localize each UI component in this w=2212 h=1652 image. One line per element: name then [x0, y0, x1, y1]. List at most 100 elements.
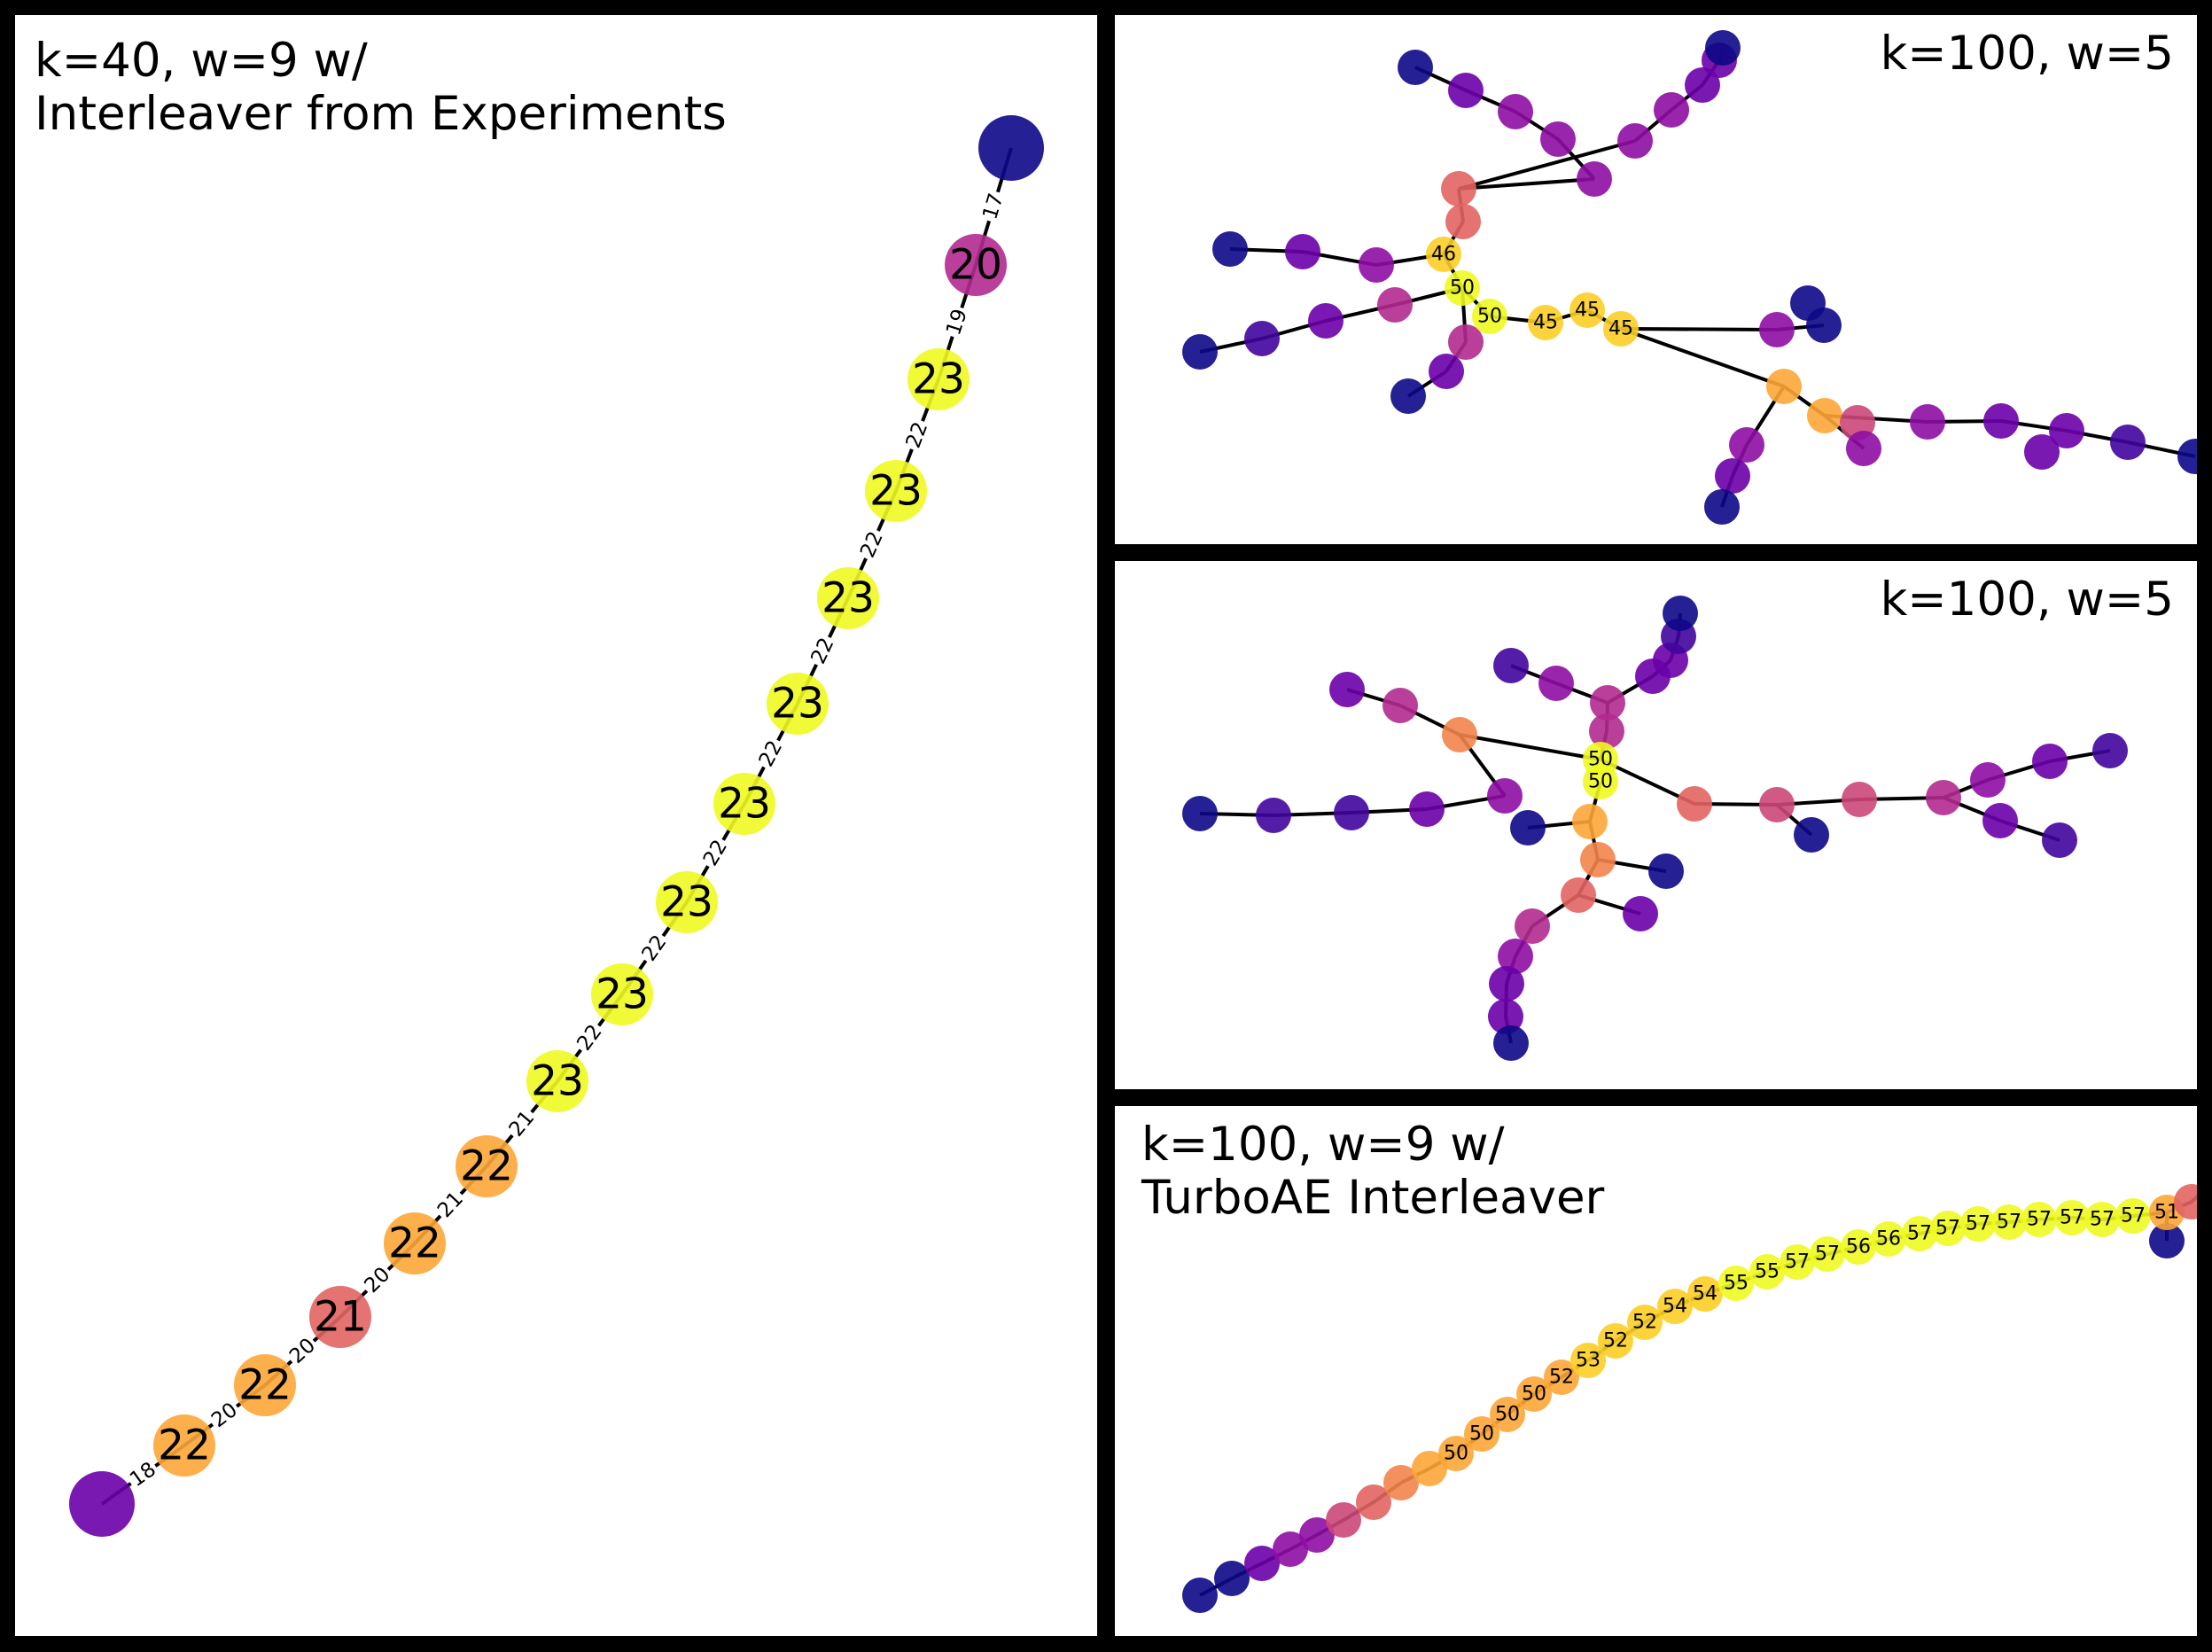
graph-node	[1448, 324, 1484, 360]
graph-node	[1528, 305, 1563, 340]
graph-node	[1273, 1531, 1308, 1567]
edge-label-bg	[806, 632, 840, 670]
node-label: 57	[2060, 1207, 2084, 1229]
graph-node	[1214, 1561, 1250, 1596]
graph-node	[1493, 648, 1529, 683]
graph-node	[2177, 439, 2197, 474]
graph-node	[1383, 1465, 1419, 1500]
graph-node	[1510, 810, 1546, 845]
edge-label-bg	[206, 1397, 244, 1434]
graph-node	[1308, 303, 1344, 339]
node-label: 20	[949, 241, 1002, 290]
panel-title: k=100, w=9 w/TurboAE Interleaver	[1141, 1118, 1604, 1225]
graph-node	[1982, 803, 2018, 838]
node-label: 55	[1724, 1273, 1749, 1295]
graph-node	[2032, 744, 2068, 779]
graph-node	[1334, 795, 1369, 830]
graph-node	[1654, 92, 1689, 128]
graph-node	[1780, 1244, 1815, 1280]
node-label: 57	[1785, 1251, 1810, 1274]
graph-node	[2149, 1223, 2185, 1258]
graph-node	[1685, 67, 1720, 103]
graph-node	[2049, 413, 2084, 448]
graph-node	[1807, 398, 1842, 433]
graph-node	[1991, 1204, 2027, 1240]
graph-node	[2110, 425, 2146, 460]
node-label: 23	[660, 878, 713, 927]
graph-node	[1377, 287, 1413, 323]
graph-node	[1442, 717, 1477, 752]
graph-node	[1657, 1289, 1693, 1324]
graph-node	[1515, 908, 1550, 944]
graph-node	[1677, 786, 1712, 822]
graph-node	[713, 773, 775, 835]
node-label: 23	[771, 680, 824, 729]
edge-label-bg	[358, 1261, 397, 1299]
graph-node	[69, 1471, 135, 1537]
graph-node	[1983, 403, 2019, 439]
node-label: 50	[1477, 306, 1502, 328]
node-label: 55	[1755, 1261, 1780, 1283]
panel-title-line: k=100, w=5	[1880, 573, 2174, 627]
graph-node	[1561, 877, 1596, 913]
node-label: 57	[2121, 1205, 2146, 1227]
edge-label-bg	[855, 526, 889, 564]
graph-node	[234, 1354, 296, 1416]
graph-node	[1648, 853, 1684, 889]
node-label: 50	[1469, 1423, 1494, 1446]
graph-node	[1930, 1211, 1966, 1246]
graph-node	[1244, 321, 1280, 356]
graph-node	[1445, 204, 1481, 239]
graph-node	[1472, 299, 1507, 334]
node-label: 22	[460, 1142, 513, 1191]
node-label: 57	[1966, 1213, 1990, 1235]
graph-node	[2021, 1202, 2057, 1237]
panel-title-line: k=40, w=9 w/	[35, 34, 368, 88]
edge-label-bg	[941, 304, 973, 340]
graph-node	[2054, 1200, 2090, 1235]
graph-node	[384, 1212, 446, 1274]
edge-label-bg	[900, 417, 934, 454]
graph-edge	[1620, 327, 1785, 388]
edge-label: 22	[755, 736, 788, 770]
node-label: 21	[314, 1293, 367, 1342]
graph-edge	[1459, 733, 1601, 761]
graph-node	[1617, 123, 1653, 159]
graph-node	[1970, 762, 2006, 798]
node-label: 57	[1815, 1243, 1840, 1266]
graph-node	[1577, 161, 1612, 197]
graph-node	[907, 348, 970, 410]
graph-node	[1705, 30, 1741, 66]
graph-node	[2084, 1202, 2120, 1237]
node-label: 53	[1576, 1350, 1601, 1372]
graph-node	[1244, 1546, 1280, 1581]
graph-node	[1759, 787, 1795, 822]
graph-node	[1569, 292, 1605, 328]
graph-node	[1583, 764, 1618, 799]
node-label: 23	[531, 1057, 584, 1106]
node-label: 22	[388, 1220, 441, 1268]
graph-node	[1182, 334, 1218, 370]
graph-node	[1589, 713, 1624, 749]
node-label: 56	[1846, 1236, 1871, 1258]
edge-label-bg	[636, 929, 673, 968]
graph-node	[1580, 842, 1616, 877]
panel-title: k=100, w=5	[1881, 573, 2174, 627]
panel-title: k=100, w=5	[1881, 27, 2174, 81]
graph-node	[865, 460, 927, 522]
node-label: 57	[1997, 1212, 2021, 1234]
edge-label: 22	[637, 931, 671, 966]
node-label: 23	[718, 780, 771, 829]
node-label: 50	[1588, 771, 1613, 793]
node-label: 54	[1663, 1296, 1687, 1318]
graph-node	[1490, 1397, 1525, 1432]
graph-node	[1663, 596, 1698, 631]
edge-label-bg	[503, 1104, 541, 1143]
panel-k100-w9-turboae: 50 50 50 50 52 53 52 52 54 54 55 55 57 57 56 56 57 57 57 57…	[1115, 1106, 2197, 1636]
node-label: 57	[2027, 1209, 2052, 1231]
graph-node	[309, 1286, 371, 1348]
edge-label-bg	[753, 735, 789, 773]
graph-node	[978, 115, 1044, 181]
graph-node	[1182, 1578, 1218, 1613]
